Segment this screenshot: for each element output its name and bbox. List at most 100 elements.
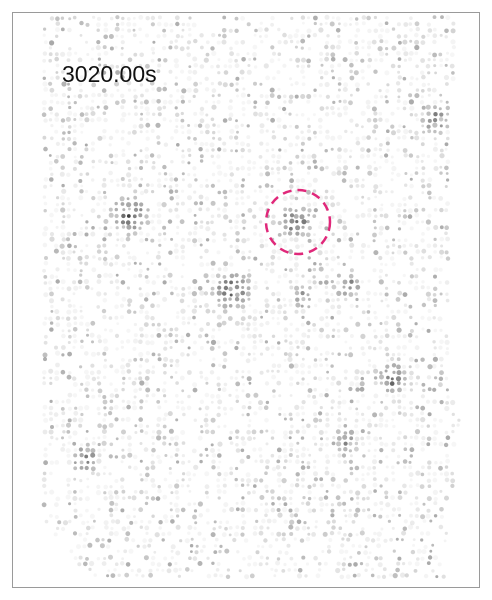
dot	[414, 159, 420, 164]
dot	[282, 442, 287, 447]
dot	[444, 147, 448, 151]
dot	[367, 508, 371, 512]
dot	[197, 286, 203, 291]
dot	[68, 502, 72, 506]
dot	[68, 47, 72, 51]
dot	[306, 382, 310, 386]
dot	[354, 82, 360, 88]
dot	[343, 165, 349, 171]
dot	[228, 160, 233, 165]
dot	[62, 256, 66, 260]
dot	[188, 27, 192, 32]
dot	[354, 418, 359, 423]
dot	[170, 237, 174, 241]
dot	[120, 280, 126, 285]
dot	[258, 333, 263, 338]
dot	[109, 393, 115, 398]
dot	[110, 257, 114, 261]
dot	[246, 135, 251, 140]
dot	[325, 165, 329, 170]
dot	[48, 106, 53, 111]
dot	[397, 64, 401, 69]
dot	[439, 328, 443, 332]
dot	[204, 429, 210, 435]
dot	[445, 351, 450, 356]
dot	[360, 183, 365, 189]
dot	[432, 352, 436, 357]
dot	[246, 429, 251, 435]
dot	[438, 382, 443, 388]
dot	[73, 124, 77, 128]
dot	[421, 184, 426, 189]
dot	[270, 220, 276, 226]
dot	[49, 99, 54, 104]
dot	[330, 364, 334, 368]
dot	[444, 477, 450, 483]
dot	[145, 496, 149, 500]
dot	[42, 413, 46, 417]
dot	[54, 376, 60, 381]
dot	[289, 213, 295, 218]
dot	[344, 353, 348, 357]
dot	[204, 142, 209, 146]
dot	[349, 155, 352, 159]
dot	[138, 15, 144, 20]
dot	[198, 513, 203, 518]
dot	[175, 393, 179, 398]
dot	[132, 231, 138, 236]
dot	[396, 345, 401, 350]
dot	[121, 489, 126, 494]
dot	[235, 388, 239, 392]
dot	[319, 316, 325, 322]
dot	[284, 369, 288, 374]
dot	[409, 406, 413, 410]
dot	[386, 375, 390, 380]
dot	[300, 370, 305, 375]
dot	[175, 21, 180, 27]
dot	[107, 538, 112, 543]
dot	[343, 431, 348, 435]
dot	[180, 255, 186, 260]
dot	[68, 201, 72, 206]
dot	[176, 89, 180, 93]
dot	[373, 184, 379, 190]
dot	[145, 472, 150, 478]
dot	[255, 519, 259, 524]
dot	[325, 363, 329, 367]
dot	[325, 129, 330, 134]
dot	[114, 254, 120, 260]
dot	[396, 357, 401, 362]
dot	[409, 274, 414, 279]
dot	[261, 545, 265, 549]
dot	[253, 57, 257, 61]
dot	[199, 459, 203, 464]
dot	[78, 447, 83, 452]
dot	[300, 113, 305, 117]
dot	[109, 46, 114, 51]
dot	[456, 423, 460, 427]
dot	[445, 401, 449, 405]
dot	[96, 244, 101, 249]
dot	[421, 267, 426, 272]
dot	[438, 196, 444, 201]
dot	[300, 381, 305, 386]
dot	[336, 290, 342, 296]
dot	[395, 322, 401, 327]
dot	[102, 435, 107, 439]
dot	[155, 122, 161, 128]
dot	[288, 207, 293, 212]
dot	[313, 130, 317, 135]
dot	[113, 404, 119, 410]
dot	[439, 171, 443, 175]
dot	[397, 88, 402, 93]
dot	[269, 87, 275, 93]
dot	[83, 561, 88, 567]
dot	[294, 513, 298, 518]
dot	[307, 394, 311, 398]
dot	[408, 418, 413, 423]
dot	[247, 555, 253, 560]
dot	[164, 399, 168, 404]
dot	[372, 129, 377, 134]
dot	[174, 39, 178, 43]
dot	[246, 455, 251, 459]
